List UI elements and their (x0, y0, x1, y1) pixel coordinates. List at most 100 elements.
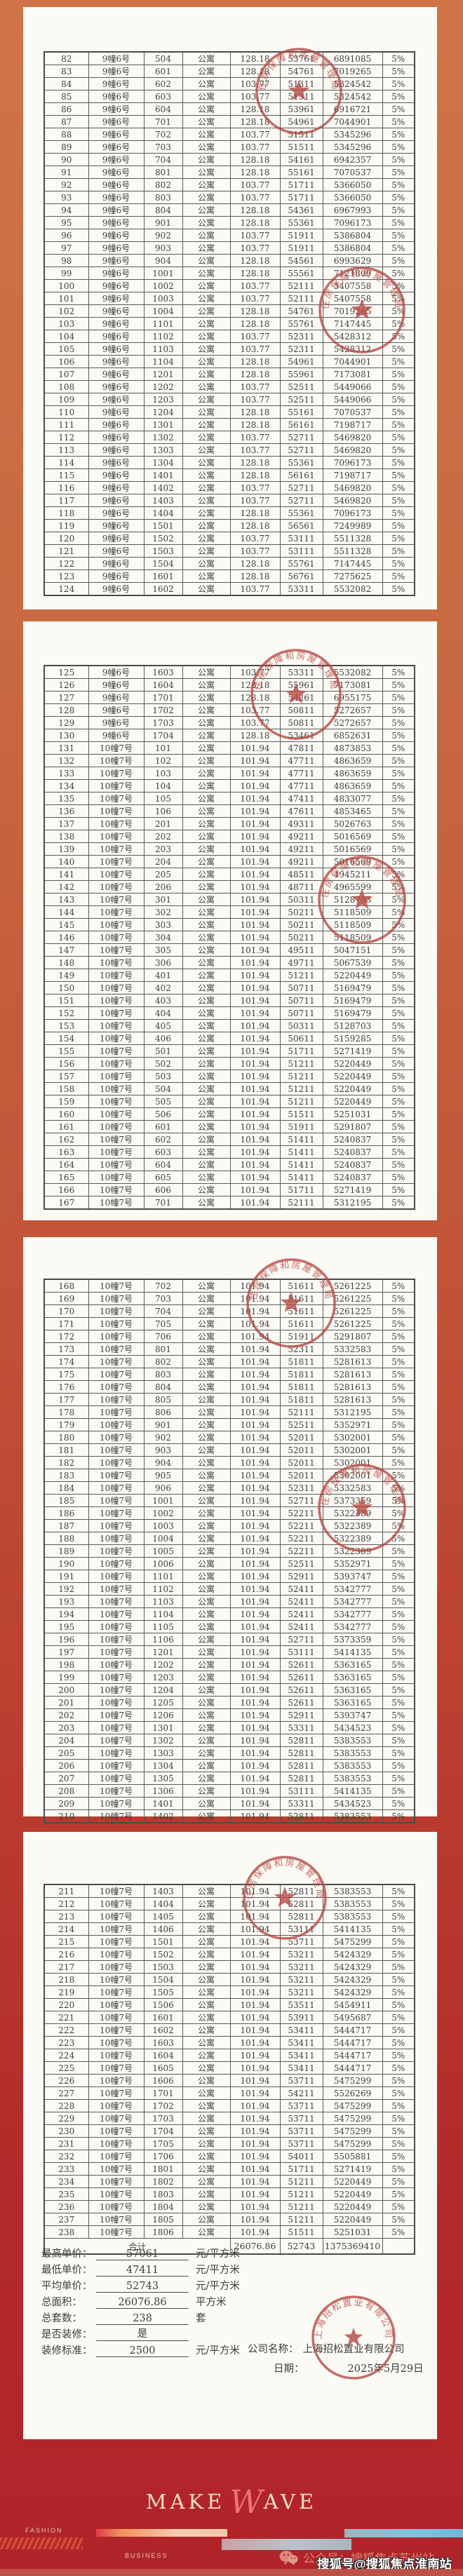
table-cell: 101.94 (229, 1595, 281, 1608)
business-label: BUSINESS (125, 2552, 168, 2559)
table-cell: 10幢7号 (88, 1784, 145, 1798)
table-cell: 101.94 (229, 2162, 281, 2176)
table-cell: 1804 (143, 2200, 183, 2213)
table-cell: 公寓 (182, 506, 231, 520)
table-cell: 5047151 (322, 943, 383, 957)
table-cell: 10幢7号 (88, 1708, 145, 1722)
table-cell: 1704 (143, 2124, 183, 2138)
table-cell: 10幢7号 (88, 1133, 145, 1146)
table-cell: 5% (382, 956, 415, 969)
table-cell: 1204 (143, 405, 183, 419)
table-cell: 193 (43, 1595, 89, 1608)
table-row: 165 10幢7号 605 公寓 101.94 51411 5240837 5% (43, 1171, 415, 1184)
table-cell: 108 (43, 380, 89, 393)
table-cell: 506 (143, 1107, 183, 1121)
table-cell: 52811 (279, 1772, 323, 1785)
company-name-value: 上海招松置业有限公司 (302, 2344, 405, 2355)
price-table: 82 9幢6号 504 公寓 128.18 53761 6891085 5% 83 9幢6号 601… (43, 51, 415, 596)
table-cell: 10幢7号 (88, 1120, 145, 1133)
table-cell: 公寓 (182, 1809, 231, 1823)
table-cell: 5% (382, 569, 415, 583)
table-cell: 1503 (143, 544, 183, 558)
table-cell: 公寓 (182, 1456, 231, 1469)
table-row: 223 10幢7号 1603 公寓 101.94 53411 5444717 5% (43, 2036, 415, 2049)
table-cell: 5% (382, 2036, 415, 2049)
table-cell: 82 (43, 51, 89, 65)
summary-unit: 套 (196, 2313, 206, 2324)
table-cell: 103.77 (229, 292, 281, 305)
table-cell: 5169479 (322, 994, 383, 1007)
table-cell: 101.94 (229, 1380, 281, 1394)
table-row: 220 10幢7号 1506 公寓 101.94 53511 5454911 5% (43, 1998, 415, 2011)
table-row: 105 9幢6号 1103 公寓 103.77 52311 5428312 5% (43, 342, 415, 356)
table-cell: 198 (43, 1658, 89, 1671)
table-row: 175 10幢7号 803 公寓 101.94 51811 5281613 5% (43, 1368, 415, 1381)
table-cell: 5475299 (322, 2112, 383, 2125)
table-row: 226 10幢7号 1606 公寓 101.94 53711 5475299 5% (43, 2074, 415, 2087)
table-cell: 51611 (279, 1279, 323, 1293)
table-cell: 154 (43, 1032, 89, 1045)
table-cell: 103.77 (229, 703, 281, 717)
table-cell: 5159285 (322, 1032, 383, 1045)
table-cell: 5% (382, 931, 415, 944)
table-cell: 5% (382, 1922, 415, 1936)
table-cell: 10幢7号 (88, 1960, 145, 1974)
wechat-account-text: 公众号：搜狐焦点苏州站 (303, 2552, 434, 2566)
table-cell: 10幢7号 (88, 1671, 145, 1684)
table-cell: 5% (382, 342, 415, 356)
table-row: 218 10幢7号 1504 公寓 101.94 53211 5424329 5% (43, 1973, 415, 1986)
table-cell: 83 (43, 65, 89, 78)
table-cell: 5324542 (322, 90, 383, 103)
table-cell: 10幢7号 (88, 893, 145, 906)
table-cell: 197 (43, 1645, 89, 1659)
table-cell: 公寓 (182, 1582, 231, 1596)
table-cell: 10幢7号 (88, 880, 145, 893)
table-cell: 公寓 (182, 544, 231, 558)
table-row: 82 9幢6号 504 公寓 128.18 53761 6891085 5% (43, 51, 415, 65)
table-cell: 1006 (143, 1557, 183, 1570)
table-row: 85 9幢6号 603 公寓 103.77 51311 5324542 5% (43, 90, 415, 103)
table-cell: 98 (43, 254, 89, 267)
table-cell: 10幢7号 (88, 1330, 145, 1343)
table-cell: 9幢6号 (88, 102, 145, 116)
table-cell: 125 (43, 665, 89, 679)
table-cell: 50711 (279, 994, 323, 1007)
table-cell: 107 (43, 367, 89, 381)
table-cell: 5261225 (322, 1279, 383, 1293)
table-cell: 208 (43, 1784, 89, 1798)
table-cell: 5% (382, 304, 415, 318)
table-cell: 101.94 (229, 1393, 281, 1406)
table-cell: 5% (382, 1633, 415, 1646)
table-cell: 53111 (279, 1922, 323, 1936)
table-cell: 101.94 (229, 981, 281, 994)
table-cell: 5% (382, 330, 415, 343)
table-row: 152 10幢7号 404 公寓 101.94 50711 5169479 5% (43, 1006, 415, 1020)
table-cell: 606 (143, 1183, 183, 1196)
table-cell: 10幢7号 (88, 2061, 145, 2075)
table-row: 122 9幢6号 1504 公寓 128.18 55761 7147445 5% (43, 557, 415, 570)
table-cell: 225 (43, 2061, 89, 2075)
table-cell: 公寓 (182, 292, 231, 305)
table-row: 100 9幢6号 1002 公寓 103.77 52111 5407558 5% (43, 279, 415, 292)
table-row: 185 10幢7号 1001 公寓 101.94 52711 5373359 5% (43, 1494, 415, 1507)
table-cell: 5% (382, 1734, 415, 1747)
table-cell: 5% (382, 1481, 415, 1495)
table-cell: 公寓 (182, 2112, 231, 2125)
table-cell: 1304 (143, 456, 183, 469)
table-cell: 9幢6号 (88, 544, 145, 558)
table-cell: 52811 (279, 1734, 323, 1747)
table-cell: 303 (143, 918, 183, 931)
table-cell: 5424329 (322, 1985, 383, 1999)
table-cell: 55561 (279, 267, 323, 280)
table-cell: 605 (143, 1171, 183, 1184)
table-cell: 5% (382, 1145, 415, 1159)
table-cell: 136 (43, 804, 89, 818)
table-cell: 5% (382, 969, 415, 982)
table-cell: 1406 (143, 1922, 183, 1936)
table-cell: 5% (382, 1431, 415, 1444)
table-cell: 51211 (279, 2175, 323, 2188)
table-cell: 5366050 (322, 178, 383, 191)
table-cell: 5532082 (322, 665, 383, 679)
table-cell: 103.77 (229, 140, 281, 154)
table-cell: 103.77 (229, 77, 281, 90)
